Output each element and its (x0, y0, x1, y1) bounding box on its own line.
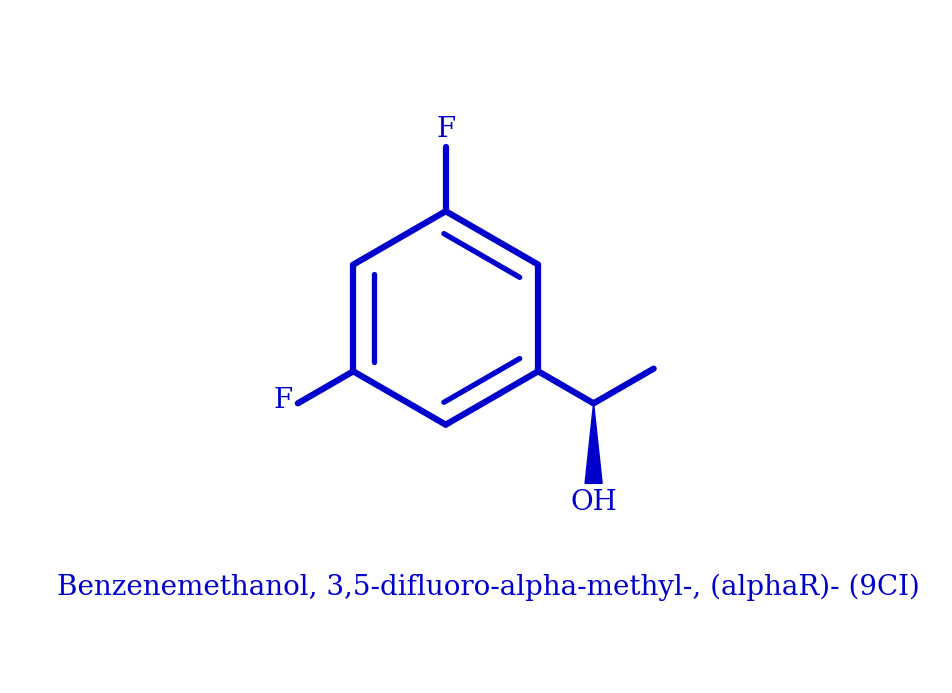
Text: F: F (436, 116, 455, 143)
Text: OH: OH (569, 489, 616, 516)
Polygon shape (585, 403, 602, 484)
Text: Benzenemethanol, 3,5-difluoro-alpha-methyl-, (alphaR)- (9CI): Benzenemethanol, 3,5-difluoro-alpha-meth… (57, 574, 919, 601)
Text: F: F (273, 387, 292, 414)
